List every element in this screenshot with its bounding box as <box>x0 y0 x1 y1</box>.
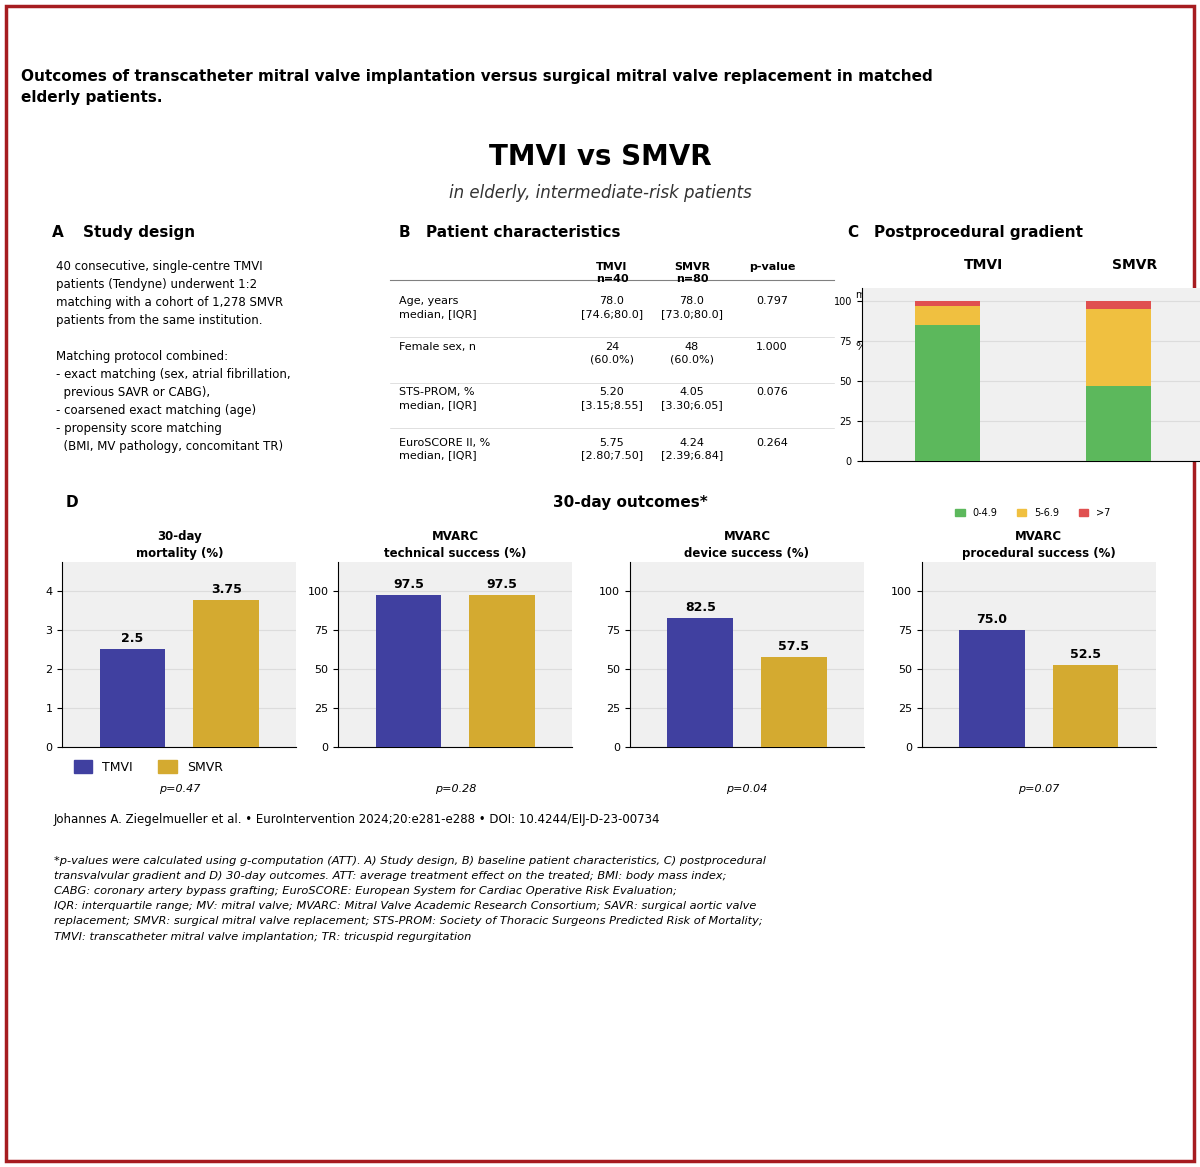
Title: 30-day
mortality (%): 30-day mortality (%) <box>136 530 223 560</box>
Text: TMVI: TMVI <box>964 258 1003 272</box>
Text: 0.264: 0.264 <box>756 438 787 447</box>
Bar <box>959 630 1025 747</box>
Text: 24
(60.0%): 24 (60.0%) <box>590 342 634 364</box>
Bar <box>914 326 979 461</box>
Bar <box>761 657 827 747</box>
Text: 40 consecutive, single-centre TMVI
patients (Tendyne) underwent 1:2
matching wit: 40 consecutive, single-centre TMVI patie… <box>55 260 290 453</box>
Text: p=0.04: p=0.04 <box>726 784 768 794</box>
Text: B: B <box>398 225 410 239</box>
Text: p<0.001: p<0.001 <box>1033 301 1086 310</box>
Text: 75.0: 75.0 <box>977 613 1007 626</box>
Text: IQR [3.4]: IQR [3.4] <box>962 320 1006 329</box>
Bar <box>1052 665 1118 747</box>
Bar <box>914 301 979 306</box>
Text: p=0.47: p=0.47 <box>158 784 200 794</box>
Text: *p-values were calculated using g-computation (ATT). A) Study design, B) baselin: *p-values were calculated using g-comput… <box>54 855 766 942</box>
Text: 97.5: 97.5 <box>487 578 517 591</box>
Text: in elderly, intermediate-risk patients: in elderly, intermediate-risk patients <box>449 184 751 202</box>
Text: 78.0
[74.6;80.0]: 78.0 [74.6;80.0] <box>581 296 643 319</box>
Text: Age, years
median, [IQR]: Age, years median, [IQR] <box>398 296 476 319</box>
Text: A: A <box>53 225 64 239</box>
Text: SMVR: SMVR <box>1112 258 1158 272</box>
Text: 4.05
[3.30;6.05]: 4.05 [3.30;6.05] <box>661 387 722 410</box>
Text: Central Illustration: Central Illustration <box>1016 26 1178 40</box>
Text: p=0.07: p=0.07 <box>1018 784 1060 794</box>
Legend: 0-4.9, 5-6.9, >7: 0-4.9, 5-6.9, >7 <box>950 504 1115 522</box>
Text: Female sex, n: Female sex, n <box>398 342 476 352</box>
Text: 0.797: 0.797 <box>756 296 788 307</box>
Text: p-value: p-value <box>749 263 796 272</box>
Title: MVARC
device success (%): MVARC device success (%) <box>684 530 810 560</box>
Text: 5.75
[2.80;7.50]: 5.75 [2.80;7.50] <box>581 438 643 460</box>
Bar <box>376 594 442 747</box>
Text: 0.076: 0.076 <box>756 387 787 398</box>
Text: Outcomes of transcatheter mitral valve implantation versus surgical mitral valve: Outcomes of transcatheter mitral valve i… <box>22 69 934 105</box>
Text: 57.5: 57.5 <box>779 641 809 654</box>
Text: EuroSCORE II, %
median, [IQR]: EuroSCORE II, % median, [IQR] <box>398 438 490 460</box>
Text: 2.5: 2.5 <box>121 633 144 645</box>
Text: 4.24
[2.39;6.84]: 4.24 [2.39;6.84] <box>661 438 724 460</box>
Title: MVARC
procedural success (%): MVARC procedural success (%) <box>961 530 1116 560</box>
Text: TMVI
n=40: TMVI n=40 <box>595 263 629 284</box>
Text: 4.9 mmHg: 4.9 mmHg <box>1087 289 1183 308</box>
Text: 82.5: 82.5 <box>685 601 715 614</box>
Bar <box>469 594 535 747</box>
Text: 1.000: 1.000 <box>756 342 787 352</box>
Text: 78.0
[73.0;80.0]: 78.0 [73.0;80.0] <box>661 296 722 319</box>
Text: Postprocedural gradient: Postprocedural gradient <box>874 225 1084 239</box>
Bar <box>914 306 979 326</box>
Text: 52.5: 52.5 <box>1070 648 1100 661</box>
Text: TMVI vs SMVR: TMVI vs SMVR <box>488 144 712 170</box>
Legend: TMVI, SMVR: TMVI, SMVR <box>68 755 228 780</box>
Text: Patient characteristics: Patient characteristics <box>426 225 620 239</box>
Text: %: % <box>856 342 865 352</box>
Title: MVARC
technical success (%): MVARC technical success (%) <box>384 530 527 560</box>
Text: D: D <box>66 496 78 510</box>
Text: SMVR
n=80: SMVR n=80 <box>674 263 710 284</box>
Bar <box>667 619 733 747</box>
Bar <box>1086 301 1151 309</box>
Text: 5.20
[3.15;8.55]: 5.20 [3.15;8.55] <box>581 387 643 410</box>
Text: C: C <box>847 225 859 239</box>
Text: 3.0 mmHg: 3.0 mmHg <box>936 289 1032 308</box>
Text: Johannes A. Ziegelmueller et al. • EuroIntervention 2024;20:e281-e288 • DOI: 10.: Johannes A. Ziegelmueller et al. • EuroI… <box>54 813 660 826</box>
Text: STS-PROM, %
median, [IQR]: STS-PROM, % median, [IQR] <box>398 387 476 410</box>
Bar <box>1086 309 1151 386</box>
Bar <box>100 649 166 747</box>
Text: 48
(60.0%): 48 (60.0%) <box>670 342 714 364</box>
Text: p=0.28: p=0.28 <box>434 784 476 794</box>
Text: 3.75: 3.75 <box>211 584 241 596</box>
Text: IQR [4.5;6]: IQR [4.5;6] <box>1109 320 1162 329</box>
Bar <box>193 600 259 747</box>
Text: EuroIntervention: EuroIntervention <box>22 26 167 40</box>
Text: Study design: Study design <box>83 225 196 239</box>
Text: 97.5: 97.5 <box>394 578 424 591</box>
Text: median:: median: <box>856 289 895 300</box>
Text: 30-day outcomes*: 30-day outcomes* <box>553 496 707 510</box>
Bar <box>1086 386 1151 461</box>
